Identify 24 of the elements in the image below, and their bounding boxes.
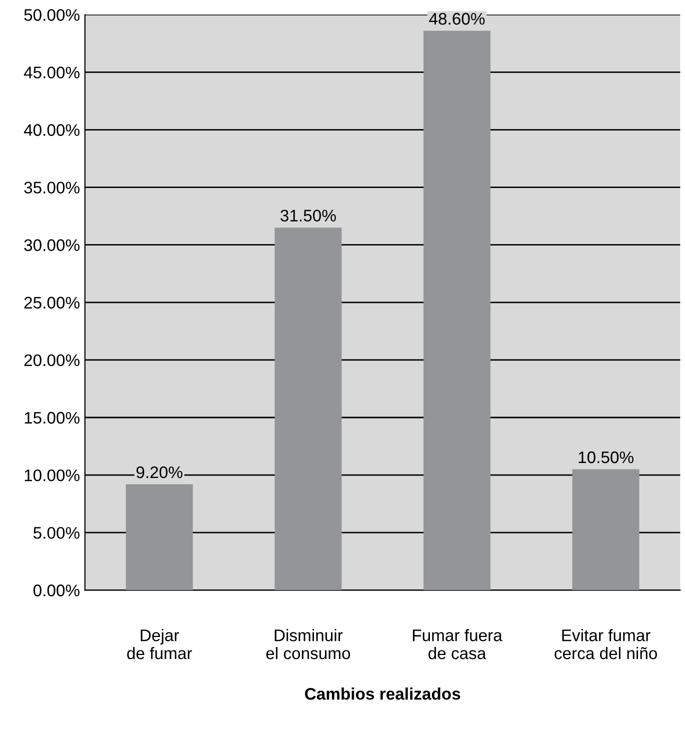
x-tick-label: Fumar fuera de casa (412, 629, 502, 660)
data-label: 10.50% (578, 451, 634, 464)
y-tick-label: 20.00% (24, 354, 80, 366)
data-label: 48.60% (429, 12, 485, 25)
x-tick-label: Evitar fumar cerca del niño (554, 629, 657, 660)
y-tick-label: 45.00% (24, 66, 80, 78)
bar (423, 30, 490, 590)
x-tick-label: Dejar de fumar (127, 629, 192, 660)
x-tick-label: Disminuir el consumo (266, 629, 350, 660)
bar (274, 228, 342, 590)
y-tick-label: 50.00% (24, 9, 80, 21)
y-tick-label: 30.00% (24, 239, 80, 252)
y-tick-label: 10.00% (24, 469, 80, 482)
y-tick-label: 0.00% (33, 584, 80, 596)
data-label: 31.50% (280, 210, 336, 222)
y-tick-label: 25.00% (24, 296, 80, 309)
y-tick-label: 40.00% (24, 124, 80, 136)
data-label: 9.20% (136, 466, 182, 478)
y-tick-label: 15.00% (24, 412, 80, 424)
bar (126, 484, 193, 590)
x-axis-title: Cambios realizados (304, 688, 460, 700)
y-tick-label: 5.00% (33, 526, 80, 539)
bar (572, 469, 640, 590)
y-tick-label: 35.00% (24, 182, 80, 194)
